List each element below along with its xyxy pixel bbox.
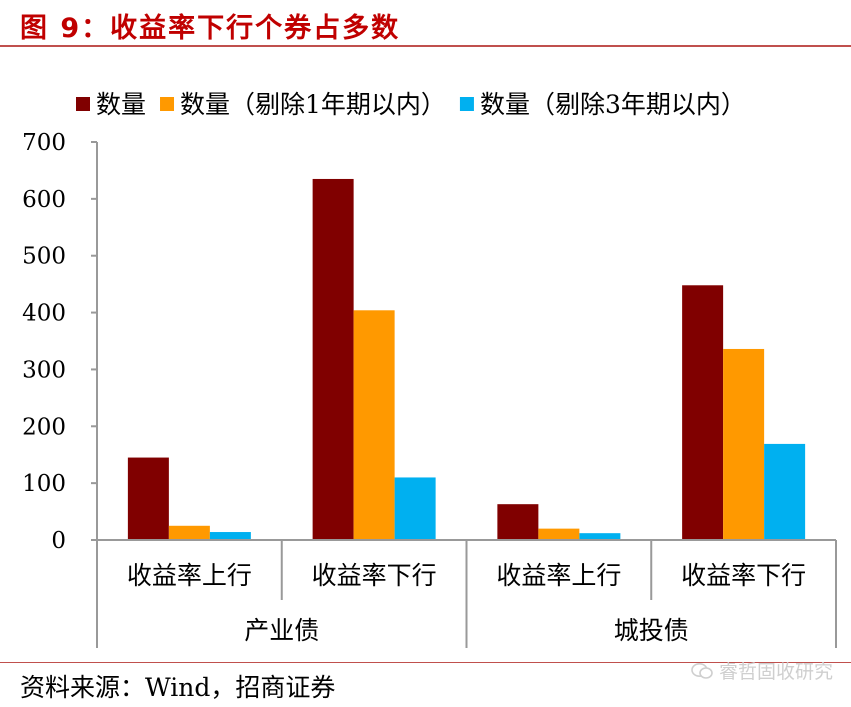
y-tick-label: 500 bbox=[22, 244, 66, 270]
y-tick-label: 300 bbox=[22, 357, 66, 383]
bar-2-4 bbox=[723, 348, 765, 540]
bar-2-3 bbox=[538, 528, 580, 540]
bar-2-2 bbox=[353, 310, 395, 540]
bar-1-2 bbox=[312, 178, 354, 540]
x-tick-label: 收益率下行 bbox=[681, 561, 806, 590]
legend-swatch-2 bbox=[160, 97, 175, 111]
watermark: 睿哲固收研究 bbox=[691, 657, 833, 684]
x-tick-label: 收益率下行 bbox=[312, 561, 437, 590]
bar-3-3 bbox=[579, 533, 621, 540]
y-tick-label: 400 bbox=[22, 301, 66, 327]
bar-3-4 bbox=[764, 443, 806, 540]
bar-chart: 数量 数量（剔除1年期以内） 数量（剔除3年期以内） 0 100 200 300 400 500… bbox=[22, 90, 837, 648]
group-label: 城投债 bbox=[614, 616, 689, 645]
group-label: 产业债 bbox=[244, 616, 319, 645]
y-tick-label: 100 bbox=[22, 471, 66, 497]
bar-3-1 bbox=[209, 532, 251, 540]
x-tick-label: 收益率上行 bbox=[496, 561, 621, 590]
bar-1-1 bbox=[127, 457, 169, 540]
legend-label-1: 数量 bbox=[96, 90, 146, 119]
y-tick-label: 700 bbox=[22, 130, 66, 156]
y-tick-label: 0 bbox=[51, 528, 66, 554]
legend-label-2: 数量（剔除1年期以内） bbox=[180, 90, 446, 119]
legend-swatch-3 bbox=[459, 97, 474, 111]
wechat-icon bbox=[691, 662, 713, 679]
bar-1-4 bbox=[682, 285, 724, 540]
bar-3-2 bbox=[394, 477, 436, 540]
y-tick-label: 200 bbox=[22, 414, 66, 440]
legend-label-3: 数量（剔除3年期以内） bbox=[480, 90, 746, 119]
title-divider bbox=[0, 45, 851, 47]
bar-1-3 bbox=[497, 504, 539, 540]
watermark-text: 睿哲固收研究 bbox=[718, 661, 833, 683]
source-note: 资料来源：Wind，招商证券 bbox=[20, 673, 336, 702]
legend-swatch-1 bbox=[76, 97, 90, 111]
y-tick-label: 600 bbox=[22, 187, 66, 213]
x-tick-label: 收益率上行 bbox=[127, 561, 252, 590]
bar-2-1 bbox=[168, 525, 210, 540]
footer-divider bbox=[0, 662, 851, 663]
figure-title: 图 9：收益率下行个券占多数 bbox=[20, 13, 401, 44]
